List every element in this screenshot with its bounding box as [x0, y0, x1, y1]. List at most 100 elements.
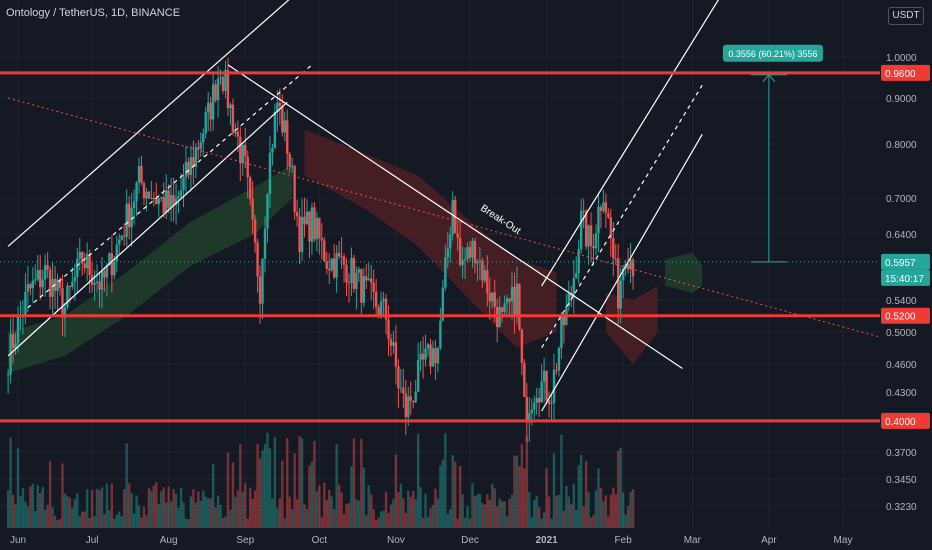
candle-body — [355, 272, 358, 289]
volume-bar — [604, 495, 608, 528]
volume-bar — [58, 519, 62, 528]
volume-bar — [360, 438, 363, 528]
candle-body — [547, 400, 551, 404]
candle-body — [98, 281, 101, 290]
candle-body — [537, 398, 541, 403]
volume-bar — [389, 504, 393, 528]
volume-bar — [513, 455, 516, 528]
candle-body — [412, 400, 415, 403]
candle-body — [481, 260, 484, 281]
volume-bar — [416, 433, 420, 528]
candle-body — [68, 285, 72, 287]
candle-body — [182, 177, 185, 191]
candle-body — [552, 369, 556, 403]
candle-body — [66, 285, 69, 308]
price-tick: 0.4300 — [886, 388, 917, 399]
volume-bar — [424, 493, 427, 528]
volume-bar — [51, 507, 54, 528]
volume-bar — [372, 509, 375, 528]
volume-bar — [431, 504, 435, 528]
candle-body — [436, 347, 440, 364]
candle-body — [483, 270, 487, 281]
volume-bar — [434, 488, 437, 528]
volume-bar — [567, 496, 571, 528]
candle-body — [179, 190, 183, 197]
volume-bar — [629, 491, 632, 528]
currency-selector[interactable]: USDT — [888, 7, 924, 25]
candle-body — [184, 161, 188, 178]
candle-body — [202, 133, 205, 143]
candle-body — [239, 136, 242, 164]
volume-bar — [426, 516, 430, 528]
volume-bar — [286, 438, 289, 528]
candle-body — [115, 244, 119, 262]
candle-body — [221, 77, 225, 92]
time-tick: Oct — [312, 535, 328, 546]
candle-body — [567, 292, 571, 306]
candle-body — [478, 260, 482, 262]
candle-body — [39, 270, 42, 288]
volume-bar — [226, 452, 230, 528]
volume-bar — [229, 509, 232, 528]
volume-bar — [41, 486, 44, 528]
volume-bar — [607, 516, 610, 528]
candle-body — [579, 210, 583, 250]
candle-body — [34, 279, 37, 281]
candle-body — [582, 210, 585, 212]
volume-bar — [66, 496, 69, 528]
candle-body — [404, 393, 407, 417]
candle-body — [281, 106, 284, 133]
time-axis: Jun Jul Aug Sep Oct Nov Dec 2021 Feb Mar Apr May — [0, 528, 932, 550]
volume-bar — [68, 497, 72, 528]
candle-body — [155, 198, 158, 205]
volume-bar — [298, 435, 301, 528]
volume-bar — [550, 518, 553, 528]
volume-bar — [439, 465, 442, 528]
volume-bar — [582, 506, 585, 528]
volume-bar — [115, 514, 119, 528]
candle-body — [231, 104, 235, 134]
volume-bar — [251, 499, 254, 528]
volume-bar — [617, 450, 620, 528]
volume-bar — [535, 495, 538, 528]
candle-body — [446, 248, 449, 258]
candle-body — [399, 387, 403, 389]
candle-body — [51, 278, 54, 297]
candle-body — [308, 211, 311, 242]
candle-body — [268, 152, 272, 195]
candle-body — [540, 381, 543, 403]
candle-body — [389, 339, 393, 346]
volume-bar — [88, 517, 91, 528]
volume-bar — [281, 460, 284, 528]
volume-bar — [374, 519, 378, 528]
volume-bar — [518, 466, 521, 528]
candle-body — [357, 269, 361, 273]
candle-body — [46, 265, 49, 270]
candle-body — [125, 203, 128, 237]
volume-bar — [258, 458, 262, 528]
candle-body — [431, 348, 435, 367]
volume-bar — [165, 502, 168, 528]
candle-body — [118, 239, 121, 245]
volume-bar — [318, 485, 321, 528]
volume-bar — [350, 466, 353, 528]
volume-bar — [357, 500, 361, 528]
candle-body — [303, 216, 306, 225]
candle-body — [283, 120, 286, 133]
candle-body — [592, 246, 595, 249]
volume-bar — [98, 489, 101, 528]
candle-body — [384, 298, 388, 320]
volume-bar — [263, 444, 267, 528]
volume-bar — [130, 492, 133, 528]
volume-bar — [197, 491, 200, 528]
volume-bar — [192, 489, 195, 528]
candle-body — [256, 242, 259, 277]
candle-body — [407, 396, 410, 417]
candle-body — [197, 147, 200, 149]
candle-body — [63, 307, 67, 318]
candle-body — [493, 292, 496, 307]
volume-bar — [478, 493, 482, 528]
candle-body — [224, 70, 227, 92]
volume-bar — [335, 444, 338, 528]
candle-body — [132, 201, 136, 209]
